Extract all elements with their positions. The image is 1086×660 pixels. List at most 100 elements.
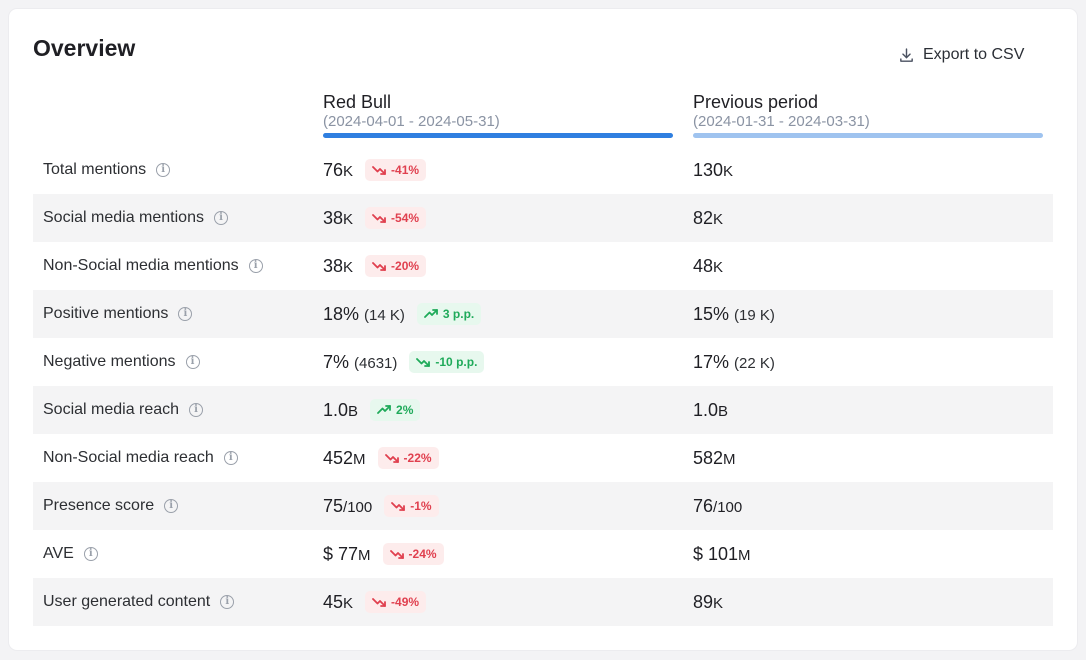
current-value-number: 38 (323, 255, 344, 276)
current-value-cell: 76K -41% (323, 146, 427, 194)
trending-down-icon (384, 453, 399, 463)
previous-value-unit: B (718, 402, 729, 420)
current-value-unit: K (343, 210, 354, 228)
column-bar-previous (693, 133, 1043, 138)
current-value: 38K (323, 256, 353, 277)
previous-value-cell: 130K (693, 146, 733, 194)
current-value: 76K (323, 160, 353, 181)
previous-value: 1.0B (693, 400, 728, 421)
info-icon[interactable]: i (185, 355, 200, 369)
current-value-unit: K (343, 594, 354, 612)
current-value: 7% (4631) (323, 352, 397, 373)
previous-value: 76/100 (693, 496, 742, 517)
current-value-cell: 38K -54% (323, 194, 427, 242)
info-icon[interactable]: i (156, 163, 171, 177)
change-value: -22% (403, 451, 432, 465)
change-badge: 3 p.p. (416, 303, 482, 325)
change-badge: -54% (365, 207, 427, 229)
current-value: $ 77M (323, 544, 371, 565)
current-value-number: 38 (323, 207, 344, 228)
metric-label-text: AVE (43, 545, 74, 562)
previous-value-number: 17% (693, 351, 730, 372)
export-csv-button[interactable]: Export to CSV (898, 46, 1024, 64)
info-icon[interactable]: i (213, 211, 228, 225)
current-value-number: $ 77 (323, 543, 359, 564)
previous-value-unit: K (713, 210, 724, 228)
trending-down-icon (416, 357, 431, 367)
previous-value: $ 101M (693, 544, 751, 565)
metric-label: Presence score i (43, 482, 179, 530)
trending-down-icon (389, 549, 404, 559)
info-icon[interactable]: i (248, 259, 263, 273)
change-badge: -20% (365, 255, 427, 277)
previous-value-number: 15% (693, 303, 730, 324)
info-icon[interactable]: i (223, 451, 238, 465)
previous-value-number: 130 (693, 159, 724, 180)
column-name-previous: Previous period (693, 92, 819, 112)
info-icon[interactable]: i (164, 499, 179, 513)
change-value: 2% (396, 403, 414, 417)
previous-value: 82K (693, 208, 723, 229)
previous-value: 130K (693, 160, 733, 181)
metric-label-text: Negative mentions (43, 353, 176, 370)
current-value-number: 18% (323, 303, 360, 324)
current-value-cell: 18% (14 K) 3 p.p. (323, 290, 482, 338)
previous-value-number: 1.0 (693, 399, 719, 420)
column-name-current: Red Bull (323, 92, 392, 112)
trending-down-icon (372, 165, 386, 175)
change-value: -49% (391, 595, 420, 609)
current-value-cell: 1.0B 2% (323, 386, 421, 434)
change-badge: -1% (384, 495, 439, 517)
info-icon[interactable]: i (178, 307, 193, 321)
current-value: 45K (323, 592, 353, 613)
previous-value-number: 89 (693, 591, 714, 612)
change-badge: 2% (370, 399, 421, 421)
change-badge: -22% (377, 447, 439, 469)
export-csv-label: Export to CSV (923, 46, 1025, 63)
metric-label: Non-Social media mentions i (43, 242, 263, 290)
metrics-table: Total mentions i 76K -41% 130K Social me… (33, 146, 1053, 626)
previous-value: 89K (693, 592, 723, 613)
metric-label: AVE i (43, 530, 98, 578)
previous-value-cell: 76/100 (693, 482, 742, 530)
current-value-number: 7% (323, 351, 350, 372)
previous-value-unit: /100 (713, 498, 743, 516)
column-header-previous: Previous period (2024-01-31 - 2024-03-31… (693, 91, 1043, 138)
info-icon[interactable]: i (189, 403, 204, 417)
current-value-cell: 7% (4631) -10 p.p. (323, 338, 485, 386)
current-value: 452M (323, 448, 366, 469)
info-icon[interactable]: i (83, 547, 98, 561)
previous-value-unit: K (723, 162, 734, 180)
trending-up-icon (377, 405, 391, 415)
current-value-number: 45 (323, 591, 344, 612)
metric-label-text: Social media reach (43, 401, 180, 418)
current-value-cell: 452M -22% (323, 434, 439, 482)
column-header-current: Red Bull (2024-04-01 - 2024-05-31) (323, 91, 673, 138)
current-value-number: 75 (323, 495, 344, 516)
info-icon[interactable]: i (220, 595, 235, 609)
current-value-cell: 38K -20% (323, 242, 427, 290)
current-value-cell: $ 77M -24% (323, 530, 444, 578)
metric-label-text: Social media mentions (43, 209, 204, 226)
trending-down-icon (372, 597, 386, 607)
current-value-unit: /100 (343, 498, 373, 516)
change-badge: -41% (365, 159, 427, 181)
previous-value-cell: 1.0B (693, 386, 728, 434)
current-value-unit: B (348, 402, 359, 420)
table-row: Positive mentions i 18% (14 K) 3 p.p. 15… (33, 290, 1053, 338)
trending-up-icon (424, 309, 438, 319)
current-value: 75/100 (323, 496, 372, 517)
change-value: -20% (391, 259, 420, 273)
previous-value-cell: 17% (22 K) (693, 338, 775, 386)
download-icon (900, 47, 913, 62)
metric-label-text: User generated content (43, 593, 211, 610)
previous-value-detail: (19 K) (734, 306, 775, 324)
previous-value-unit: K (713, 258, 724, 276)
previous-value-number: 48 (693, 255, 714, 276)
current-value-cell: 45K -49% (323, 578, 427, 626)
column-period-current: (2024-04-01 - 2024-05-31) (323, 113, 500, 130)
previous-value-detail: (22 K) (734, 354, 775, 372)
change-value: -54% (391, 211, 420, 225)
table-row: Social media mentions i 38K -54% 82K (33, 194, 1053, 242)
previous-value-cell: 15% (19 K) (693, 290, 775, 338)
